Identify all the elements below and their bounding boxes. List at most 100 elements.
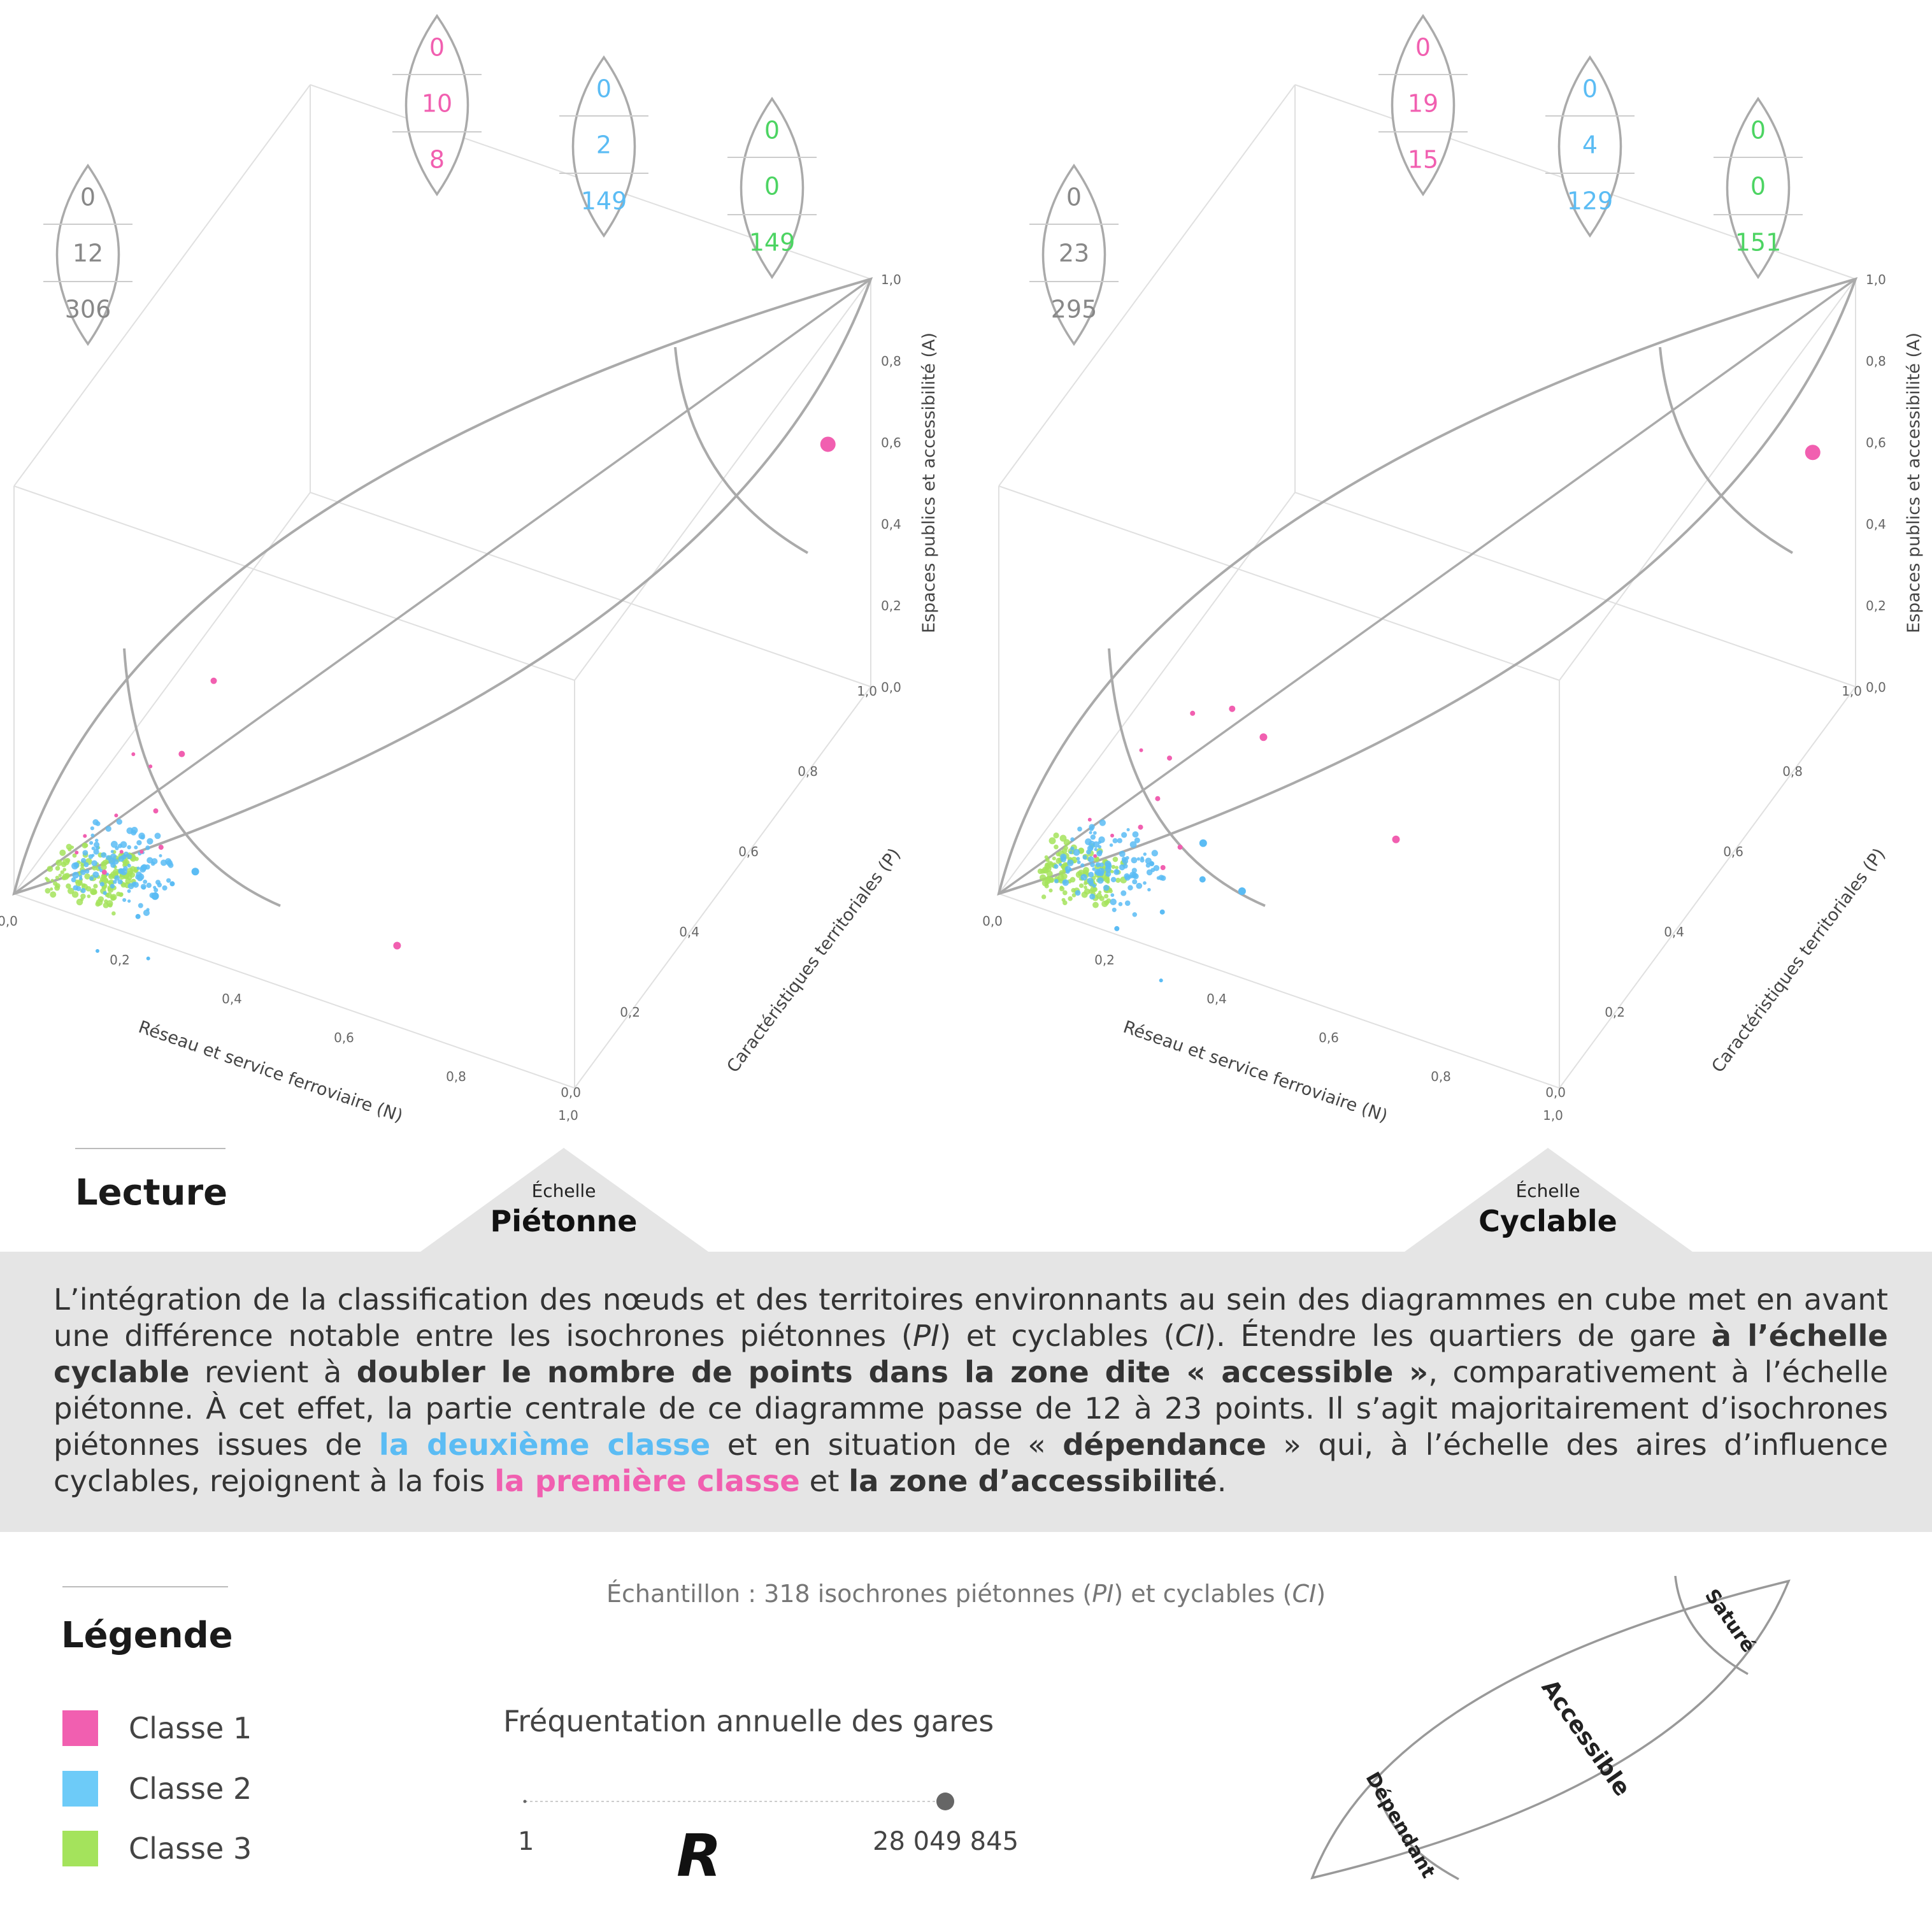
cube-charts: 0,0 0,2 0,4 0,6 0,8 1,0 0,0 0,2 0,4 0,6 0,8 1,0 0,0 0…	[0, 13, 1924, 1126]
lens-count: 0	[1750, 173, 1766, 201]
tick-label: 0,0	[1545, 1085, 1566, 1100]
data-point-classe-1	[101, 870, 107, 875]
data-point-classe-2	[1134, 837, 1140, 843]
data-point-classe-1	[1229, 705, 1236, 712]
data-point-classe-1	[1805, 445, 1821, 461]
data-point-classe-2	[94, 841, 100, 848]
data-point-classe-2	[110, 850, 114, 854]
tick-label: 0,2	[1866, 598, 1886, 613]
data-point-classe-2	[1132, 912, 1138, 917]
data-point-classe-2	[146, 882, 152, 888]
cube-edge	[1559, 686, 1856, 1089]
data-point-classe-2	[1080, 863, 1085, 868]
data-point-classe-2	[72, 871, 80, 879]
data-point-classe-1	[158, 845, 164, 850]
data-point-classe-2	[143, 909, 150, 917]
data-point-classe-2	[1054, 864, 1059, 869]
data-point-classe-3	[127, 875, 132, 880]
data-point-classe-2	[1097, 877, 1104, 884]
lens-count: 0	[80, 183, 96, 211]
data-point-classe-3	[108, 873, 115, 880]
lens-outline	[1557, 55, 1622, 238]
data-point-classe-2	[110, 884, 115, 889]
data-point-classe-2	[1159, 978, 1163, 983]
data-point-classe-3	[1096, 892, 1103, 899]
data-point-classe-2	[1089, 893, 1096, 900]
count-lens-classe-2: 0 2 149	[559, 55, 648, 238]
data-point-classe-3	[1063, 845, 1068, 850]
lens-outline	[1391, 13, 1456, 197]
data-point-classe-1	[148, 764, 153, 769]
data-point-classe-3	[72, 853, 77, 858]
data-point-classe-2	[1112, 907, 1117, 912]
data-point-classe-3	[80, 893, 86, 899]
data-point-classe-2	[138, 903, 143, 908]
data-point-classe-2	[1127, 885, 1133, 891]
data-point-classe-3	[47, 866, 54, 872]
data-point-classe-3	[66, 883, 71, 889]
data-point-classe-2	[138, 833, 145, 840]
legend-label: Classe 3	[129, 1831, 252, 1866]
data-point-classe-2	[155, 880, 161, 885]
data-point-classe-3	[1054, 844, 1059, 850]
data-point-classe-2	[127, 883, 134, 890]
data-point-classe-2	[127, 854, 132, 859]
data-point-classe-2	[114, 875, 120, 881]
data-point-classe-2	[1112, 838, 1118, 843]
data-point-classe-2	[1119, 850, 1126, 857]
data-point-classe-2	[134, 845, 138, 850]
data-point-classe-2	[159, 854, 162, 857]
lens-count: 19	[1408, 90, 1438, 118]
scale-badge-cycle: Échelle Cyclable	[1401, 1180, 1694, 1238]
data-point-classe-2	[1092, 884, 1096, 888]
data-point-classe-3	[80, 898, 84, 901]
cube-edge	[998, 84, 1296, 487]
diagonal-line	[13, 278, 872, 895]
frequency-r-letter: R	[676, 1822, 722, 1890]
data-point-classe-3	[1046, 870, 1053, 877]
data-point-classe-2	[1143, 881, 1147, 885]
frequency-max: 28 049 845	[873, 1827, 1019, 1856]
data-point-classe-2	[1054, 878, 1059, 884]
legend-swatch	[62, 1771, 98, 1807]
data-point-classe-3	[96, 899, 103, 906]
data-point-classe-2	[79, 877, 83, 880]
data-point-classe-2	[127, 889, 131, 893]
tick-label: 0,8	[1431, 1069, 1451, 1084]
data-point-classe-1	[393, 941, 401, 950]
data-point-classe-3	[60, 870, 64, 875]
cube-edge	[13, 84, 311, 487]
data-point-classe-2	[110, 841, 118, 848]
data-point-classe-1	[1138, 824, 1143, 830]
data-point-classe-2	[90, 826, 94, 831]
data-point-classe-2	[113, 859, 119, 865]
tick-label: 0,4	[679, 924, 699, 940]
count-lens-classe-3: 0 0 151	[1714, 96, 1803, 280]
data-point-classe-2	[1082, 855, 1087, 860]
data-point-classe-2	[1136, 882, 1143, 889]
data-point-classe-2	[1128, 875, 1133, 879]
tick-label: 0,6	[881, 435, 901, 450]
data-point-classe-3	[1063, 900, 1068, 905]
tick-label: 0,0	[561, 1085, 581, 1100]
z-axis-title: Espaces publics et accessibilité (A)	[1904, 333, 1924, 633]
data-point-classe-2	[1070, 846, 1075, 851]
tick-label: 0,4	[1866, 517, 1886, 532]
lens-count: 23	[1059, 240, 1089, 268]
data-point-classe-3	[1039, 874, 1047, 881]
data-point-classe-2	[101, 852, 107, 858]
data-point-classe-2	[1099, 862, 1104, 868]
lens-count: 0	[1750, 117, 1766, 145]
lens-count: 10	[422, 90, 452, 118]
zone-boundary-dependant	[1108, 648, 1266, 907]
data-point-classe-3	[71, 891, 79, 898]
data-point-classe-2	[145, 845, 150, 850]
legend-label: Classe 2	[129, 1771, 252, 1806]
diagonal-line	[998, 278, 1857, 895]
data-point-classe-3	[1059, 834, 1067, 842]
data-point-classe-3	[1068, 896, 1073, 901]
data-point-classe-2	[1238, 887, 1246, 895]
data-point-classe-2	[1120, 890, 1127, 896]
data-point-classe-3	[61, 875, 67, 880]
data-point-classe-2	[1098, 836, 1105, 843]
